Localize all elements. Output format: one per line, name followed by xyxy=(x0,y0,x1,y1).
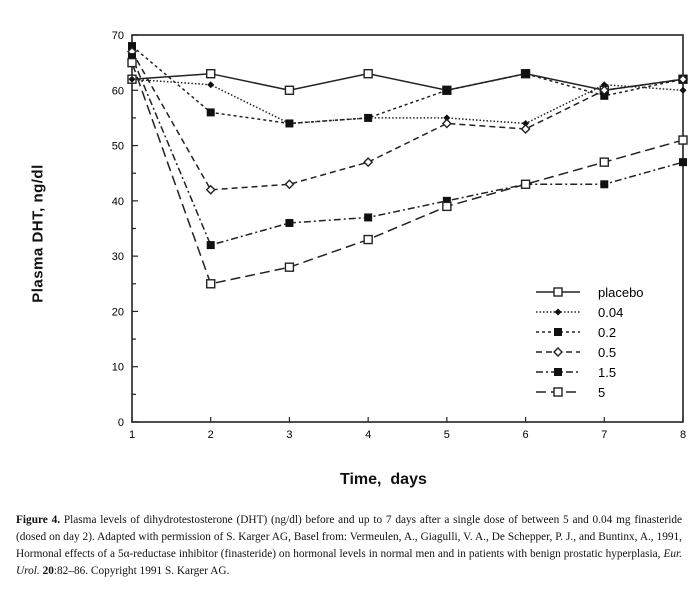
line-chart: 0 10 20 30 40 50 60 70 1 2 3 4 5 6 7 8 placebo 0.04 0.2 0.5… xyxy=(112,30,688,441)
marker-diamond xyxy=(522,119,530,127)
caption-volume: 20 xyxy=(39,565,54,577)
marker-open-square xyxy=(363,68,373,79)
figure-caption: Figure 4. Plasma levels of dihydrotestos… xyxy=(16,512,682,580)
marker-filled-square xyxy=(442,86,451,95)
x-tick-label: 4 xyxy=(365,429,371,441)
marker-filled-square xyxy=(364,213,373,222)
caption-journal: Eur. Urol. xyxy=(16,548,682,577)
marker-filled-square xyxy=(128,53,136,62)
y-tick-label: 30 xyxy=(112,251,124,263)
legend-item: 0.04 xyxy=(536,305,623,320)
legend-item: 1.5 xyxy=(536,365,616,380)
marker-open-diamond xyxy=(553,347,563,357)
marker-filled-square xyxy=(206,108,215,117)
legend-item: 0.5 xyxy=(536,345,616,360)
legend-label: 5 xyxy=(598,385,605,400)
y-tick-label: 50 xyxy=(112,141,124,153)
marker-open-diamond xyxy=(520,123,531,134)
series-line xyxy=(131,62,684,285)
legend-item: 0.2 xyxy=(536,325,616,340)
marker-filled-square xyxy=(554,328,562,336)
marker-diamond xyxy=(443,114,451,122)
x-tick-label: 3 xyxy=(286,429,292,441)
marker-open-square xyxy=(553,387,563,397)
x-tick-label: 5 xyxy=(444,429,450,441)
caption-text: Plasma levels of dihydrotestosterone (DH… xyxy=(16,514,683,560)
marker-open-diamond xyxy=(441,118,452,129)
marker-open-diamond xyxy=(205,184,216,195)
series-line xyxy=(131,51,684,191)
marker-open-square xyxy=(442,201,452,212)
legend-label: 0.2 xyxy=(598,325,616,340)
series-5 xyxy=(127,57,688,289)
series-line xyxy=(131,78,684,125)
legend-label: placebo xyxy=(598,285,644,300)
marker-diamond xyxy=(679,86,687,94)
marker-open-square xyxy=(127,57,137,68)
marker-filled-square xyxy=(679,158,687,167)
marker-filled-square xyxy=(600,180,609,189)
marker-open-square xyxy=(206,68,216,79)
marker-open-square xyxy=(678,135,688,145)
y-tick-label: 70 xyxy=(112,30,124,42)
marker-filled-square xyxy=(600,91,609,100)
caption-text-end: :82–86. Copyright 1991 S. Karger AG. xyxy=(53,565,230,577)
marker-filled-square xyxy=(364,113,373,122)
series-line xyxy=(131,56,684,246)
marker-open-diamond xyxy=(678,74,688,85)
marker-open-square xyxy=(206,279,216,289)
marker-open-square xyxy=(284,262,295,272)
marker-filled-square xyxy=(206,241,215,250)
x-tick-label: 6 xyxy=(523,429,529,441)
y-tick-label: 60 xyxy=(112,85,124,97)
marker-diamond xyxy=(207,81,215,89)
marker-open-square xyxy=(520,179,531,189)
marker-open-square xyxy=(553,287,563,297)
marker-filled-square xyxy=(521,69,530,78)
marker-filled-square xyxy=(128,42,136,51)
legend-label: 0.5 xyxy=(598,345,616,360)
series-line xyxy=(131,45,684,125)
marker-diamond xyxy=(600,81,608,89)
y-axis-label: Plasma DHT, ng/dl xyxy=(29,164,47,303)
x-tick-label: 8 xyxy=(680,429,686,441)
marker-open-square xyxy=(284,85,295,95)
marker-open-square xyxy=(599,157,609,167)
marker-open-diamond xyxy=(363,157,374,168)
marker-filled-square xyxy=(554,368,562,376)
legend-item: 5 xyxy=(536,385,605,400)
marker-open-square xyxy=(363,234,373,245)
caption-label: Figure 4. xyxy=(16,514,61,526)
marker-open-diamond xyxy=(284,179,295,190)
x-tick-label: 7 xyxy=(601,429,607,441)
marker-filled-square xyxy=(285,119,294,128)
marker-filled-square xyxy=(285,218,294,227)
x-tick-label: 1 xyxy=(129,429,135,441)
marker-diamond xyxy=(554,308,562,316)
y-tick-label: 10 xyxy=(112,362,124,374)
series-line xyxy=(131,72,684,92)
marker-open-diamond xyxy=(599,85,610,96)
y-tick-label: 0 xyxy=(118,417,124,429)
series-0-04 xyxy=(128,75,687,127)
legend-label: 1.5 xyxy=(598,365,616,380)
y-tick-label: 40 xyxy=(112,196,124,208)
marker-filled-square xyxy=(442,196,451,205)
legend-label: 0.04 xyxy=(598,305,623,320)
y-tick-label: 20 xyxy=(112,306,124,318)
legend-item: placebo xyxy=(536,285,644,300)
marker-diamond xyxy=(128,75,136,83)
x-tick-label: 2 xyxy=(208,429,214,441)
x-axis-label: Time, days xyxy=(340,471,427,488)
